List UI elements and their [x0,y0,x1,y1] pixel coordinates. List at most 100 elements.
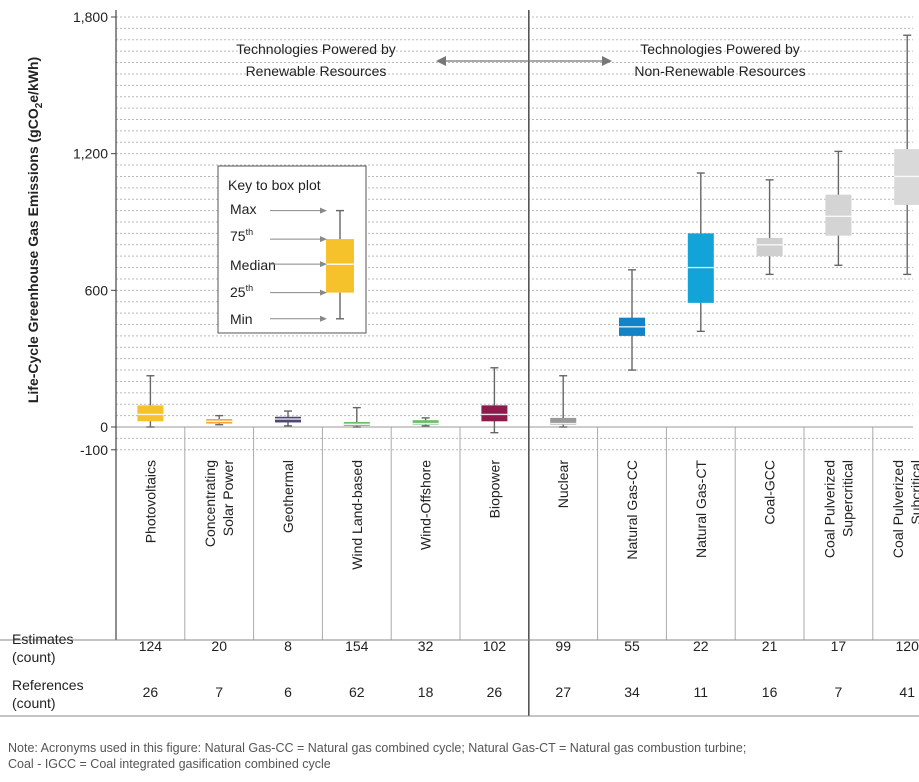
y-axis-title-subscript: 2 [34,102,45,108]
estimates-count: 8 [284,638,292,654]
estimates-count: 21 [762,638,778,654]
counts-table: Estimates (count) References (count) 124… [12,631,919,711]
y-tick-label: -100 [80,442,108,458]
group-label-nonrenewable-line2: Non-Renewable Resources [634,63,805,79]
key-arrow-median-head [320,261,327,268]
estimates-count: 32 [418,638,434,654]
category-label: Wind Land-based [349,460,365,570]
box-wind-land-based [343,406,370,428]
category-label: Solar Power [220,460,236,537]
key-arrow-min-head [320,315,327,322]
group-label-nonrenewable-line1: Technologies Powered by [640,41,800,57]
box-iqr [825,194,852,236]
estimates-row-label-line1: Estimates [12,631,73,647]
references-row-label-line1: References [12,677,84,693]
key-arrow-max-head [320,207,327,214]
references-count: 6 [284,684,292,700]
key-q1-number: 25 [230,284,246,300]
box-photovoltaics [137,375,164,428]
box-iqr [550,417,577,425]
box-iqr [481,405,508,422]
key-q3-label: 75th [230,227,253,244]
category-label: Concentrating [202,460,218,547]
key-max-label: Max [230,201,256,217]
group-label-renewable-line1: Technologies Powered by [236,41,396,57]
box-coal-pulverized-subcritical [894,34,919,276]
category-label: Photovoltaics [142,460,158,543]
references-count: 62 [349,684,365,700]
references-count: 11 [694,684,709,700]
figure-note-line2: Coal - IGCC = Coal integrated gasificati… [8,757,331,771]
y-axis-title-unit: e/kWh) [25,57,41,103]
references-count: 34 [624,684,640,700]
box-biopower [481,367,508,434]
category-label: Geothermal [280,460,296,533]
box-concentrating-solar-power [206,414,233,426]
references-count: 18 [418,684,434,700]
box-coal-gcc [756,179,783,276]
figure-note: Note: Acronyms used in this figure: Natu… [8,740,913,772]
key-arrow-q1-head [320,289,327,296]
category-labels: Photovoltaics Concentrating Solar Power Geo… [142,460,919,570]
estimates-row-label-line2: (count) [12,649,56,665]
key-q1-label: 25th [230,283,253,300]
y-tick-label: 0 [100,419,108,435]
key-to-box-plot: Key to box plot Max 75th Median 25th Min [217,165,367,334]
estimates-count: 17 [831,638,847,654]
category-label: Coal Pulverized [821,460,837,558]
category-label: Biopower [486,460,502,519]
estimates-count: 55 [624,638,640,654]
y-axis-title-main: Life-Cycle Greenhouse Gas Emissions (gCO [25,108,41,403]
references-count: 41 [899,684,915,700]
box-iqr [756,237,783,257]
category-label: Natural Gas-CC [624,460,640,560]
references-count: 16 [762,684,778,700]
references-row-label-line2: (count) [12,695,56,711]
key-q1-suffix: th [246,283,254,293]
group-labels: Technologies Powered by Renewable Resour… [236,41,805,79]
estimates-count: 99 [555,638,571,654]
category-label: Subcritical [908,460,919,525]
references-count: 26 [487,684,503,700]
box-wind-offshore [412,417,439,427]
category-label: Coal-GCC [762,460,778,525]
box-geothermal [275,410,301,427]
estimates-count: 154 [345,638,369,654]
category-label: Nuclear [555,460,571,509]
box-natural-gas-cc [619,269,645,371]
box-iqr [137,405,164,422]
key-median-label: Median [230,257,276,273]
arrow-head-left [436,56,446,66]
estimates-count: 120 [896,638,919,654]
box-coal-pulverized-supercritical [825,150,852,266]
category-label: Natural Gas-CT [693,460,709,558]
category-label: Coal Pulverized [890,460,906,558]
y-axis: Life-Cycle Greenhouse Gas Emissions (gCO… [25,9,116,458]
references-count: 7 [215,684,223,700]
box-series [137,34,919,434]
y-tick-label: 1,200 [73,146,108,162]
key-q3-number: 75 [230,228,246,244]
key-q3-suffix: th [246,227,254,237]
key-min-label: Min [230,311,253,327]
plot-frame [0,10,919,717]
estimates-count: 20 [211,638,227,654]
estimates-count: 124 [139,638,163,654]
references-count: 26 [143,684,159,700]
references-count: 27 [555,684,571,700]
box-iqr [412,420,439,425]
y-tick-label: 600 [85,282,109,298]
estimates-count: 22 [693,638,709,654]
y-tick-label: 1,800 [73,9,108,25]
box-natural-gas-ct [687,172,714,333]
category-label: Supercritical [839,460,855,537]
key-arrow-q3-head [320,236,327,243]
category-label: Wind-Offshore [418,460,434,550]
key-iqr-box [326,239,354,293]
references-count: 7 [835,684,843,700]
y-axis-title: Life-Cycle Greenhouse Gas Emissions (gCO… [25,57,45,403]
group-label-renewable-line2: Renewable Resources [246,63,387,79]
group-divider-arrow [436,56,612,66]
key-title: Key to box plot [228,177,321,193]
